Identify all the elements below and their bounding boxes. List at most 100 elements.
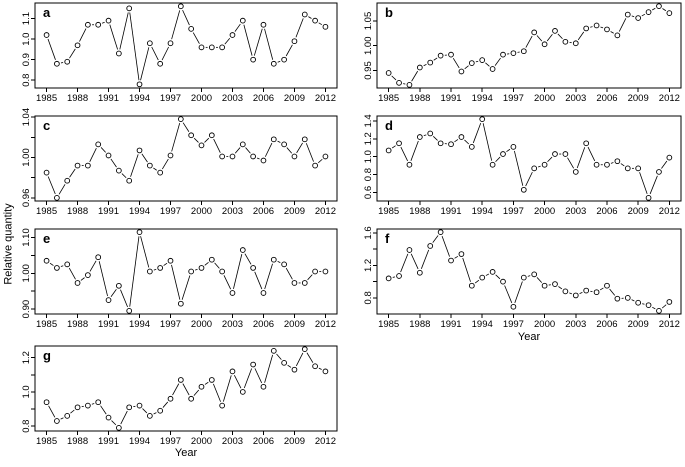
series-line-segment: [163, 262, 168, 266]
data-point-marker: [468, 144, 475, 150]
data-point-marker: [270, 136, 277, 143]
data-point-marker: [541, 41, 548, 48]
data-point-marker: [301, 136, 308, 143]
panel-frame: [376, 228, 682, 315]
x-tick-label: 2006: [253, 436, 274, 447]
x-axis-title-panel-g: Year: [174, 447, 198, 459]
data-point-marker: [645, 9, 652, 15]
data-point-marker: [510, 50, 517, 57]
series-line-segment: [631, 299, 635, 302]
data-point-marker: [562, 38, 569, 45]
y-tick-label: 1.2: [363, 132, 374, 145]
series-line-segment: [285, 44, 293, 57]
data-point-marker: [95, 21, 102, 28]
data-point-marker: [666, 10, 673, 16]
y-tick-label: 1.4: [363, 114, 374, 127]
series-line-segment: [58, 184, 66, 195]
data-point-marker: [136, 229, 143, 235]
series-line-segment: [504, 285, 513, 304]
series-line-segment: [245, 147, 251, 154]
series-line-segment: [161, 46, 169, 61]
series-line-segment: [214, 262, 220, 269]
x-tick-label: 1985: [378, 93, 399, 104]
panel-frame: [34, 2, 338, 89]
panel-label-c: c: [43, 118, 51, 133]
series-line-segment: [276, 353, 282, 360]
data-point-marker: [167, 395, 174, 402]
data-point-marker: [167, 257, 174, 264]
series-line-segment: [307, 274, 313, 281]
series-line-segment: [494, 57, 501, 66]
data-point-marker: [510, 144, 517, 150]
data-point-marker: [593, 22, 600, 29]
x-tick-label: 1991: [98, 436, 119, 447]
data-point-marker: [406, 81, 413, 88]
data-point-marker: [427, 130, 434, 137]
data-point-marker: [479, 57, 486, 63]
data-point-marker: [385, 70, 392, 76]
series-line-segment: [410, 253, 419, 270]
series-line-segment: [587, 146, 596, 162]
data-point-marker: [229, 290, 236, 296]
series-line-segment: [287, 364, 292, 368]
panel-frame: [376, 2, 682, 89]
data-point-marker: [260, 290, 267, 296]
series-line-segment: [68, 267, 76, 280]
series-line-segment: [485, 62, 490, 67]
x-tick-label: 1997: [160, 93, 181, 104]
data-point-marker: [250, 56, 256, 63]
series-line-segment: [305, 143, 314, 162]
series-line-segment: [141, 153, 148, 163]
series-line-segment: [641, 13, 646, 17]
x-tick-label: 1985: [36, 93, 57, 104]
series-line-segment: [452, 58, 460, 69]
data-point-marker: [239, 17, 246, 24]
series-line-segment: [182, 383, 190, 396]
series-line-segment: [495, 274, 501, 280]
data-point-marker: [136, 147, 143, 154]
data-point-marker: [74, 162, 81, 169]
panel-label-f: f: [385, 231, 390, 246]
y-tick-label: 1.0: [21, 33, 32, 46]
data-point-marker: [312, 162, 318, 169]
series-line-segment: [182, 122, 190, 132]
data-point-marker: [105, 17, 112, 24]
series-line-segment: [618, 18, 627, 32]
x-tick-label: 1988: [409, 319, 430, 330]
series-line-segment: [193, 137, 199, 143]
series-line-segment: [495, 156, 501, 163]
panel-frame: [34, 228, 338, 315]
data-point-marker: [64, 58, 71, 65]
data-point-marker: [116, 425, 122, 431]
data-point-marker: [448, 141, 454, 148]
data-point-marker: [260, 383, 267, 390]
series-line-segment: [649, 175, 658, 195]
data-point-marker: [147, 413, 153, 419]
series-line-segment: [129, 236, 140, 307]
data-point-marker: [95, 141, 102, 148]
data-point-marker: [229, 153, 236, 160]
series-line-segment: [140, 236, 150, 268]
data-point-marker: [520, 48, 527, 55]
data-point-marker: [396, 80, 402, 86]
data-point-marker: [624, 165, 631, 172]
y-tick-label: 1.2: [21, 351, 32, 364]
y-tick-label: 0.95: [363, 61, 374, 80]
data-point-marker: [635, 15, 642, 21]
data-point-marker: [85, 21, 91, 28]
series-line-segment: [153, 167, 157, 171]
data-point-marker: [281, 141, 287, 148]
series-line-segment: [264, 28, 274, 60]
data-point-marker: [448, 51, 454, 58]
x-tick-label: 2012: [315, 436, 336, 447]
x-tick-label: 1997: [160, 206, 181, 217]
data-point-marker: [239, 141, 246, 148]
data-point-marker: [64, 413, 71, 419]
y-tick-label: 1.0: [363, 150, 374, 163]
series-line-segment: [111, 420, 117, 426]
y-tick-label: 1.00: [21, 264, 32, 283]
x-tick-label: 1997: [160, 319, 181, 330]
x-tick-label: 2009: [284, 436, 305, 447]
series-line-segment: [244, 253, 252, 265]
data-point-marker: [406, 161, 413, 168]
